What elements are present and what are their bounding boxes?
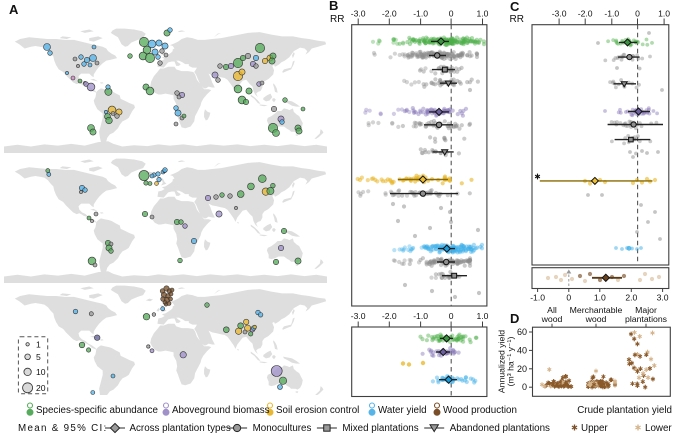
svg-text:Crude plantation yield: Crude plantation yield bbox=[577, 405, 672, 416]
svg-text:-1.0: -1.0 bbox=[413, 311, 428, 321]
svg-text:Abandoned plantations: Abandoned plantations bbox=[450, 423, 550, 434]
svg-text:D: D bbox=[510, 311, 519, 326]
svg-text:B: B bbox=[329, 0, 338, 13]
svg-text:2.0: 2.0 bbox=[625, 293, 637, 303]
svg-text:Across plantation types: Across plantation types bbox=[130, 423, 231, 434]
svg-text:3.0: 3.0 bbox=[657, 293, 669, 303]
svg-text:-1.0: -1.0 bbox=[413, 9, 428, 19]
svg-text:1: 1 bbox=[36, 339, 41, 349]
svg-text:20: 20 bbox=[517, 364, 527, 374]
svg-text:wood: wood bbox=[585, 314, 607, 324]
svg-text:-3.0: -3.0 bbox=[552, 9, 567, 19]
svg-text:10: 10 bbox=[36, 367, 46, 377]
svg-text:Lower: Lower bbox=[645, 423, 672, 434]
svg-text:Upper: Upper bbox=[581, 423, 608, 434]
svg-text:60: 60 bbox=[517, 327, 527, 337]
svg-text:Major: Major bbox=[635, 305, 657, 315]
svg-text:wood: wood bbox=[541, 314, 563, 324]
svg-text:-1.0: -1.0 bbox=[604, 9, 619, 19]
svg-text:Water yield: Water yield bbox=[378, 405, 427, 416]
svg-text:Aboveground biomass: Aboveground biomass bbox=[172, 405, 270, 416]
svg-text:1.0: 1.0 bbox=[477, 311, 489, 321]
svg-text:RR: RR bbox=[330, 14, 344, 25]
svg-text:-2.0: -2.0 bbox=[382, 311, 397, 321]
svg-text:-1.0: -1.0 bbox=[530, 293, 545, 303]
svg-text:Mixed plantations: Mixed plantations bbox=[342, 423, 418, 434]
svg-text:Monocultures: Monocultures bbox=[253, 423, 312, 434]
svg-text:1.0: 1.0 bbox=[658, 9, 670, 19]
svg-text:Merchantable: Merchantable bbox=[570, 305, 623, 315]
svg-text:5: 5 bbox=[36, 352, 41, 362]
svg-text:20: 20 bbox=[36, 383, 46, 393]
svg-text:Annualized yield: Annualized yield bbox=[497, 330, 507, 393]
svg-text:-2.0: -2.0 bbox=[382, 9, 397, 19]
svg-text:Species-specific abundance: Species-specific abundance bbox=[36, 405, 159, 416]
svg-text:plantations: plantations bbox=[625, 314, 668, 324]
svg-text:All: All bbox=[547, 305, 557, 315]
svg-text:Mean & 95% CI:: Mean & 95% CI: bbox=[18, 423, 108, 434]
svg-text:1.0: 1.0 bbox=[477, 9, 489, 19]
svg-text:-3.0: -3.0 bbox=[351, 9, 366, 19]
svg-text:(m³ ha⁻¹ y⁻¹): (m³ ha⁻¹ y⁻¹) bbox=[506, 337, 516, 387]
svg-text:C: C bbox=[510, 0, 520, 14]
svg-text:A: A bbox=[9, 2, 19, 17]
svg-text:0: 0 bbox=[522, 382, 527, 392]
svg-text:1.0: 1.0 bbox=[594, 293, 606, 303]
svg-text:0: 0 bbox=[449, 311, 454, 321]
svg-text:-3.0: -3.0 bbox=[351, 311, 366, 321]
svg-text:Wood production: Wood production bbox=[443, 405, 517, 416]
svg-text:0: 0 bbox=[566, 293, 571, 303]
svg-text:40: 40 bbox=[517, 345, 527, 355]
svg-text:Soil erosion control: Soil erosion control bbox=[276, 405, 359, 416]
svg-text:0: 0 bbox=[449, 9, 454, 19]
svg-text:RR: RR bbox=[510, 14, 524, 25]
svg-text:0: 0 bbox=[635, 9, 640, 19]
svg-text:-2.0: -2.0 bbox=[578, 9, 593, 19]
